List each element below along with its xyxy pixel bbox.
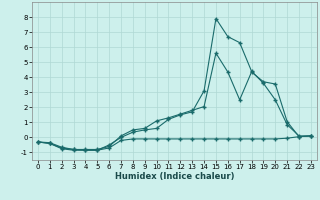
X-axis label: Humidex (Indice chaleur): Humidex (Indice chaleur): [115, 172, 234, 181]
